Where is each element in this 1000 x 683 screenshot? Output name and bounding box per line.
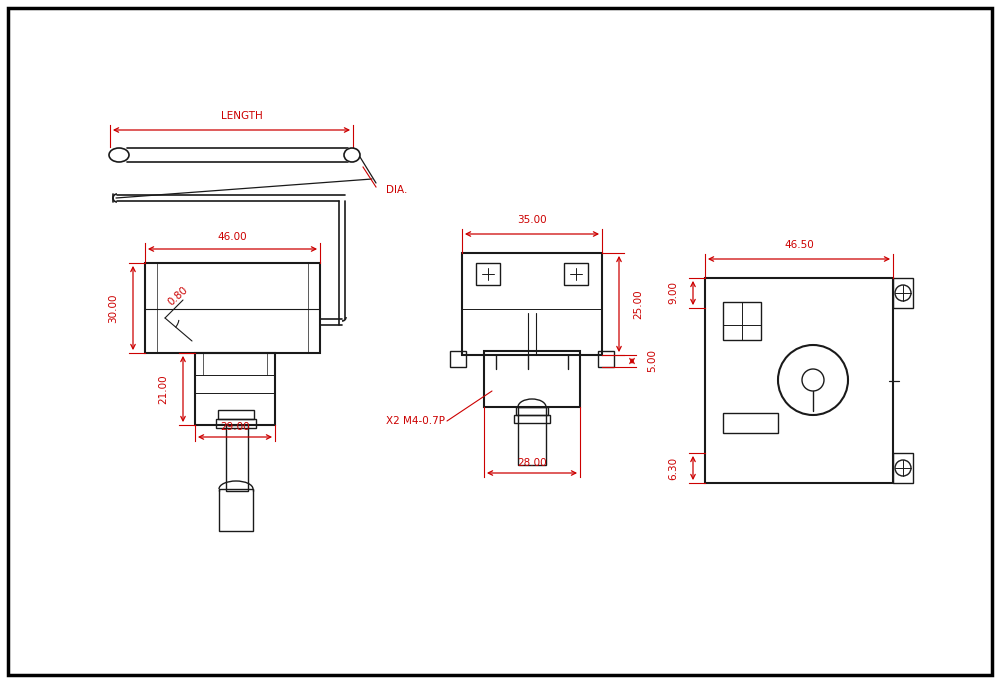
Text: 5.00: 5.00: [647, 350, 657, 372]
Bar: [893, 278, 913, 308]
Bar: [145, 263, 320, 353]
Bar: [564, 263, 588, 285]
Bar: [723, 413, 778, 433]
Bar: [705, 278, 893, 483]
Bar: [518, 407, 546, 465]
Bar: [219, 489, 253, 531]
Text: 46.50: 46.50: [784, 240, 814, 250]
Bar: [462, 253, 602, 355]
Text: 0.80: 0.80: [166, 285, 190, 307]
Text: 25.00: 25.00: [633, 289, 643, 319]
Ellipse shape: [109, 148, 129, 162]
Text: 29.00: 29.00: [220, 422, 250, 432]
Bar: [484, 351, 580, 407]
Bar: [723, 302, 761, 340]
Bar: [516, 407, 548, 415]
Bar: [514, 415, 550, 423]
Text: 28.00: 28.00: [517, 458, 547, 468]
Text: 46.00: 46.00: [218, 232, 247, 242]
Text: 35.00: 35.00: [517, 215, 547, 225]
Bar: [216, 419, 256, 428]
Bar: [476, 263, 500, 285]
Ellipse shape: [344, 148, 360, 162]
Bar: [226, 425, 248, 491]
Bar: [450, 351, 466, 367]
Bar: [893, 453, 913, 483]
Circle shape: [895, 285, 911, 301]
Bar: [195, 353, 275, 425]
Circle shape: [778, 345, 848, 415]
Text: X2 M4-0.7P: X2 M4-0.7P: [386, 416, 445, 426]
Bar: [218, 410, 254, 419]
Text: DIA.: DIA.: [386, 185, 407, 195]
Bar: [598, 351, 614, 367]
Text: 30.00: 30.00: [108, 293, 118, 323]
Text: LENGTH: LENGTH: [221, 111, 262, 121]
Circle shape: [895, 460, 911, 476]
Text: 21.00: 21.00: [158, 374, 168, 404]
Text: 9.00: 9.00: [668, 281, 678, 305]
Text: 6.30: 6.30: [668, 456, 678, 479]
